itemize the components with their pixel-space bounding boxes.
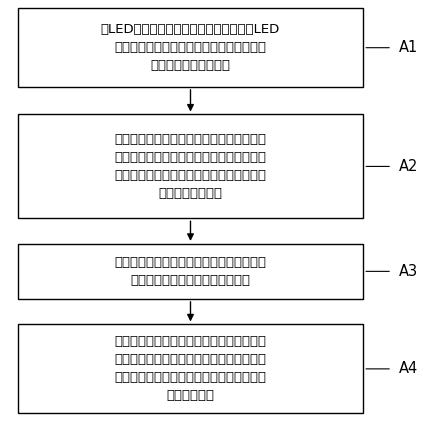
Text: 对LED显示屏幕进行亮度校正，得到所述LED
显示屏幕的各显示模块的红、绿、蓝三种像
素各自的初步校正系数: 对LED显示屏幕进行亮度校正，得到所述LED 显示屏幕的各显示模块的红、绿、蓝三… (101, 23, 280, 72)
Text: 获取各显示模块的红、绿、蓝三种像素各自
的亮度数据；所述亮度数据包括对应不同水
平角度的第一亮度数据，和对应不同垂直角
度的第二亮度数据: 获取各显示模块的红、绿、蓝三种像素各自 的亮度数据；所述亮度数据包括对应不同水 … (114, 133, 267, 200)
Text: A2: A2 (399, 159, 418, 174)
Text: 根据所述亮度数据计算各显示模块的红、绿
、蓝三种像素各自的修正比例系数: 根据所述亮度数据计算各显示模块的红、绿 、蓝三种像素各自的修正比例系数 (114, 256, 267, 287)
Bar (18, 8, 363, 87)
Bar (18, 114, 363, 218)
Text: A1: A1 (399, 40, 418, 55)
Bar (18, 244, 363, 299)
Text: A4: A4 (399, 361, 418, 377)
Text: A3: A3 (399, 264, 418, 279)
Bar (18, 324, 363, 413)
Text: 以各显示模块的红、绿、蓝三种像素各自的
初步校正系数分别乘以相应的修正比例系数
，得到各显示模块的红、绿、蓝三种像素的
最终校正系数: 以各显示模块的红、绿、蓝三种像素各自的 初步校正系数分别乘以相应的修正比例系数 … (114, 335, 267, 402)
